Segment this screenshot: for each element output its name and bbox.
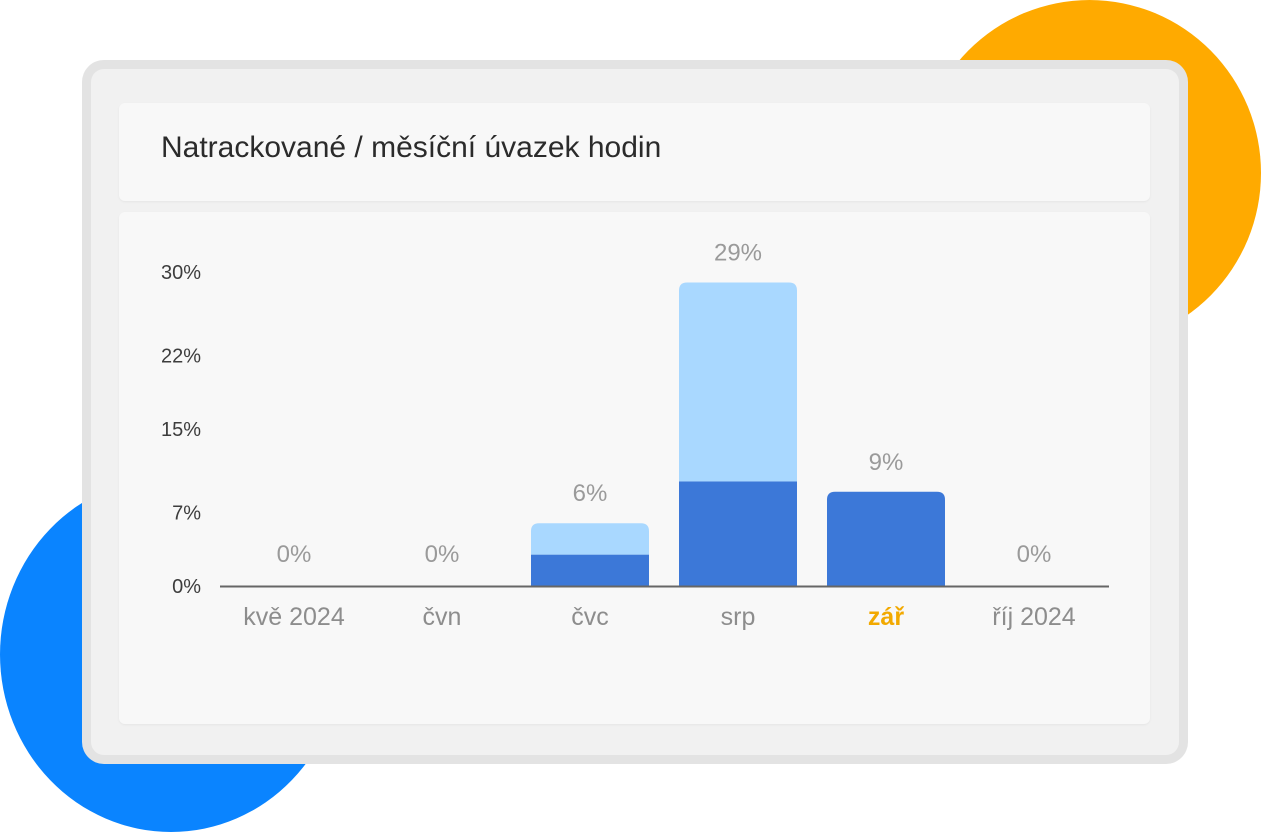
bar-segment-tracked [531,554,649,586]
bar-segment-tracked [679,481,797,586]
bar-value-label: 0% [1017,541,1052,568]
x-tick-label: čvn [423,603,462,631]
bar-value-label: 29% [714,239,762,266]
bar-segment-remaining [679,282,797,482]
x-tick-label: kvě 2024 [243,603,345,631]
x-tick-label: říj 2024 [992,603,1075,631]
chart-panel: 0% 7% 15% 22% 30% 0% kvě 2024 0% čvn 6% čvc 29% srp 9… [119,212,1150,724]
bar-value-label: 9% [869,449,904,476]
y-tick-label: 30% [161,262,201,284]
y-tick-label: 22% [161,346,201,368]
y-tick-label: 0% [172,576,201,598]
chart-card: Natrackované / měsíční úvazek hodin 0% 7%… [82,60,1188,764]
chart-title: Natrackované / měsíční úvazek hodin [161,131,662,164]
x-tick-label: čvc [571,603,609,631]
x-tick-label: zář [868,603,904,631]
title-panel: Natrackované / měsíční úvazek hodin [119,103,1150,201]
y-tick-label: 15% [161,419,201,441]
bar-chart: 0% 7% 15% 22% 30% 0% kvě 2024 0% čvn 6% čvc 29% srp 9… [161,239,1109,631]
bar-value-label: 0% [425,541,460,568]
bar-value-label: 6% [573,480,608,507]
y-tick-label: 7% [172,503,201,525]
x-tick-label: srp [721,603,756,631]
bar-value-label: 0% [277,541,312,568]
bar-segment-tracked [827,491,945,586]
bar-segment-remaining [531,523,649,555]
